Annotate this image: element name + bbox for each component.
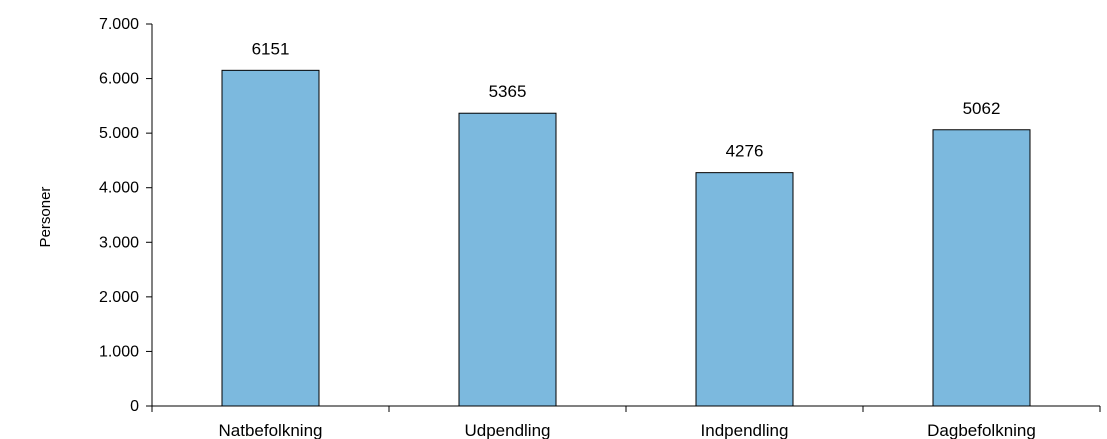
data-labels: 6151 5365 4276 5062: [252, 39, 1001, 160]
x-axis: Natbefolkning Udpendling Indpendling Dagbef…: [151, 405, 1101, 439]
y-tick-label: 3.000: [99, 234, 139, 251]
x-category-label: Dagbefolkning: [927, 421, 1036, 439]
bars: [221, 69, 1031, 407]
x-category-label: Indpendling: [701, 421, 789, 439]
y-tick-label: 1.000: [99, 343, 139, 360]
bar-dagbefolkning: [932, 129, 1031, 407]
bar-natbefolkning: [221, 69, 320, 407]
y-tick-label: 6.000: [99, 71, 139, 88]
x-category-label: Udpendling: [464, 421, 550, 439]
y-tick-label: 2.000: [99, 289, 139, 306]
y-tick-label: 4.000: [99, 180, 139, 197]
bar-udpendling: [458, 112, 557, 407]
x-category-label: Natbefolkning: [219, 421, 323, 439]
y-axis-title: Personer: [37, 187, 54, 248]
y-tick-label: 7.000: [99, 16, 139, 33]
data-label: 6151: [252, 39, 290, 58]
y-axis: 0 1.000 2.000 3.000 4.000 5.000 6.000 7.000: [99, 16, 153, 415]
bar-indpendling: [695, 172, 794, 407]
data-label: 5062: [963, 99, 1001, 118]
data-label: 5365: [489, 82, 527, 101]
data-label: 4276: [726, 142, 764, 161]
y-tick-label: 5.000: [99, 125, 139, 142]
y-tick-label: 0: [130, 398, 139, 415]
